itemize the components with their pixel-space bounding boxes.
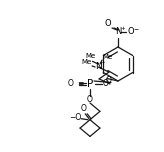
Text: =: = [77, 79, 84, 88]
Text: Me: Me [102, 54, 112, 60]
Text: O: O [128, 28, 134, 36]
Text: −O: −O [69, 113, 81, 122]
Text: O: O [87, 95, 93, 105]
Text: O: O [80, 104, 86, 113]
Text: N: N [115, 28, 121, 36]
Text: O: O [68, 79, 74, 88]
Text: +: + [100, 60, 105, 66]
Text: O: O [103, 79, 109, 88]
Text: O: O [105, 19, 111, 29]
Text: +: + [120, 26, 125, 31]
Text: Me: Me [85, 53, 96, 59]
Text: −: − [133, 26, 139, 31]
Text: Me: Me [81, 59, 91, 65]
Text: N: N [95, 62, 102, 71]
Text: P: P [87, 79, 93, 89]
Text: O: O [106, 76, 112, 85]
